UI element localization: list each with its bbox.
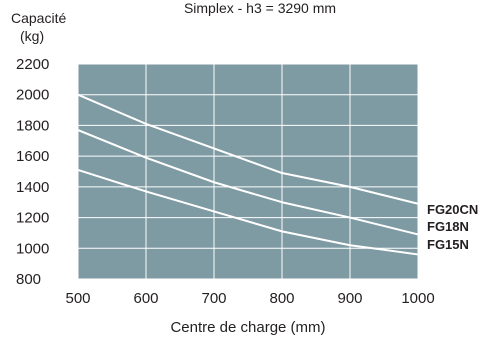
data-point: [77, 169, 79, 171]
series-label-fg15n: FG15N: [427, 237, 469, 252]
data-point: [349, 216, 351, 219]
data-point: [77, 93, 79, 96]
y-tick-label: 1600: [16, 148, 49, 165]
data-point: [281, 172, 283, 174]
data-point: [349, 186, 351, 188]
data-point: [213, 147, 215, 150]
series-line-fg18n: [77, 129, 419, 236]
series-line-fg20cn: [77, 93, 419, 205]
data-point: [417, 202, 419, 205]
data-point: [281, 230, 283, 233]
y-tick-label: 1400: [16, 179, 49, 196]
y-axis-label: Capacité: [11, 10, 66, 26]
x-tick-label: 500: [65, 290, 90, 307]
data-point: [145, 123, 147, 125]
x-axis-ticks: 500 600 700 800 900 1000: [65, 290, 434, 307]
grid: [77, 63, 419, 280]
x-tick-label: 800: [269, 290, 294, 307]
y-tick-label: 800: [16, 271, 41, 288]
data-point: [349, 244, 351, 247]
data-point: [417, 253, 419, 256]
series-label-fg20cn: FG20CN: [427, 202, 478, 217]
y-tick-label: 2000: [16, 87, 49, 104]
y-tick-label: 1800: [16, 117, 49, 134]
y-axis-ticks: 2200 2000 1800 1600 1400 1200 1000 800: [16, 56, 49, 288]
series-lines: [77, 93, 419, 256]
data-point: [145, 190, 147, 193]
y-tick-label: 2200: [16, 56, 49, 73]
data-point: [417, 233, 419, 236]
series-label-fg18n: FG18N: [427, 219, 469, 234]
x-tick-label: 1000: [401, 290, 434, 307]
series-line-fg15n: [77, 169, 419, 256]
x-tick-label: 700: [201, 290, 226, 307]
y-tick-label: 1200: [16, 210, 49, 227]
y-tick-label: 1000: [16, 240, 49, 257]
chart-title: Simplex - h3 = 3290 mm: [184, 0, 336, 16]
y-axis-unit: (kg): [20, 28, 44, 44]
series-labels: FG20CN FG18N FG15N: [427, 202, 478, 252]
x-tick-label: 900: [337, 290, 362, 307]
data-point: [213, 181, 215, 184]
data-point: [77, 129, 79, 131]
data-point: [213, 210, 215, 213]
data-point: [145, 156, 147, 159]
x-axis-label: Centre de charge (mm): [170, 319, 325, 336]
plot-area: [78, 64, 418, 279]
data-point: [281, 201, 283, 204]
x-tick-label: 600: [133, 290, 158, 307]
